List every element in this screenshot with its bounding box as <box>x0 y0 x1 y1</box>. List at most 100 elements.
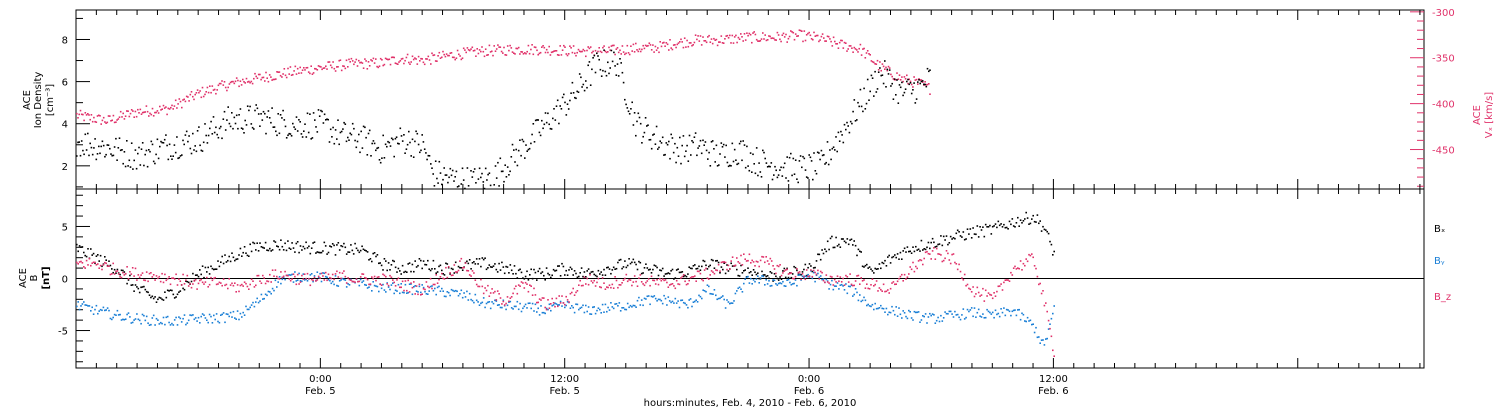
data-point-black <box>344 123 347 125</box>
data-point-pink <box>905 278 907 280</box>
data-point-blue <box>136 313 138 315</box>
data-point-pink <box>284 270 286 273</box>
data-point-pink <box>531 44 533 46</box>
data-point-pink <box>292 273 295 275</box>
data-point-black <box>111 154 113 157</box>
data-point-black <box>810 265 812 267</box>
data-point-pink <box>843 284 846 286</box>
data-point-pink <box>676 43 679 46</box>
data-point-blue <box>722 295 724 297</box>
data-point-black <box>494 165 497 167</box>
data-point-pink <box>914 79 917 81</box>
data-point-pink <box>544 306 546 309</box>
data-point-black <box>296 241 299 243</box>
data-point-black <box>586 86 588 89</box>
data-point-blue <box>839 284 842 286</box>
data-point-black <box>419 151 421 154</box>
data-point-black <box>203 276 205 279</box>
data-point-pink <box>948 259 951 261</box>
data-point-black <box>713 148 715 150</box>
data-point-black <box>228 255 230 258</box>
data-point-black <box>290 135 293 137</box>
data-point-pink <box>516 47 519 50</box>
data-point-black <box>99 254 102 257</box>
data-point-black <box>359 249 362 252</box>
data-point-pink <box>741 36 743 38</box>
data-point-pink <box>484 48 487 50</box>
data-point-black <box>431 167 433 169</box>
data-point-black <box>975 233 977 236</box>
data-point-pink <box>167 107 170 110</box>
data-point-black <box>405 148 408 150</box>
data-point-pink <box>705 267 707 270</box>
data-point-black <box>550 128 553 130</box>
data-point-pink <box>862 48 864 50</box>
data-point-black <box>829 237 832 240</box>
data-point-black <box>524 275 527 278</box>
data-point-black <box>178 156 181 159</box>
bottom-left-ylabel-line3: [nT] <box>41 266 52 289</box>
data-point-black <box>491 266 493 268</box>
data-point-black <box>503 180 505 183</box>
data-point-pink <box>610 286 612 289</box>
data-point-pink <box>1035 267 1037 270</box>
data-point-pink <box>484 287 486 289</box>
data-point-pink <box>626 44 629 47</box>
data-point-black <box>97 254 99 256</box>
data-point-black <box>516 164 519 167</box>
data-point-blue <box>438 285 440 288</box>
data-point-pink <box>668 284 671 286</box>
data-point-black <box>207 266 209 269</box>
data-point-black <box>221 137 223 140</box>
data-point-pink <box>631 284 633 287</box>
data-point-blue <box>471 299 474 302</box>
data-point-blue <box>424 290 426 293</box>
data-point-blue <box>885 307 888 310</box>
data-point-blue <box>1053 305 1055 307</box>
data-point-blue <box>807 273 809 276</box>
data-point-black <box>143 285 145 288</box>
data-point-blue <box>845 283 847 285</box>
data-point-pink <box>172 277 175 279</box>
data-point-pink <box>692 276 695 278</box>
data-point-black <box>332 126 334 129</box>
data-point-pink <box>187 285 190 287</box>
data-point-pink <box>100 123 102 125</box>
data-point-black <box>310 247 313 249</box>
data-point-pink <box>991 297 994 300</box>
data-point-pink <box>517 46 520 49</box>
data-point-black <box>895 256 897 259</box>
data-point-pink <box>643 47 646 50</box>
data-point-black <box>222 262 225 265</box>
data-point-black <box>466 167 469 169</box>
data-point-pink <box>997 285 1000 288</box>
data-point-black <box>379 262 381 264</box>
data-point-black <box>461 167 464 170</box>
data-point-black <box>166 144 168 147</box>
data-point-pink <box>643 284 646 287</box>
data-point-pink <box>355 58 358 61</box>
data-point-black <box>924 248 927 251</box>
data-point-black <box>840 238 843 240</box>
data-point-blue <box>484 306 486 309</box>
data-point-blue <box>776 284 779 286</box>
data-point-pink <box>566 299 569 301</box>
data-point-black <box>207 134 210 137</box>
data-point-black <box>484 257 486 259</box>
data-point-black <box>126 140 128 142</box>
data-point-black <box>757 272 759 274</box>
data-point-pink <box>691 44 693 47</box>
data-point-pink <box>154 279 156 281</box>
data-point-blue <box>494 299 496 302</box>
data-point-pink <box>119 110 122 113</box>
data-point-black <box>775 169 777 172</box>
data-point-blue <box>246 308 249 311</box>
data-point-pink <box>526 50 528 53</box>
data-point-blue <box>399 292 401 295</box>
data-point-blue <box>608 309 611 311</box>
data-point-blue <box>1018 308 1020 311</box>
data-point-blue <box>594 312 597 315</box>
data-point-pink <box>678 283 681 286</box>
data-point-black <box>424 263 426 266</box>
data-point-black <box>224 129 227 131</box>
